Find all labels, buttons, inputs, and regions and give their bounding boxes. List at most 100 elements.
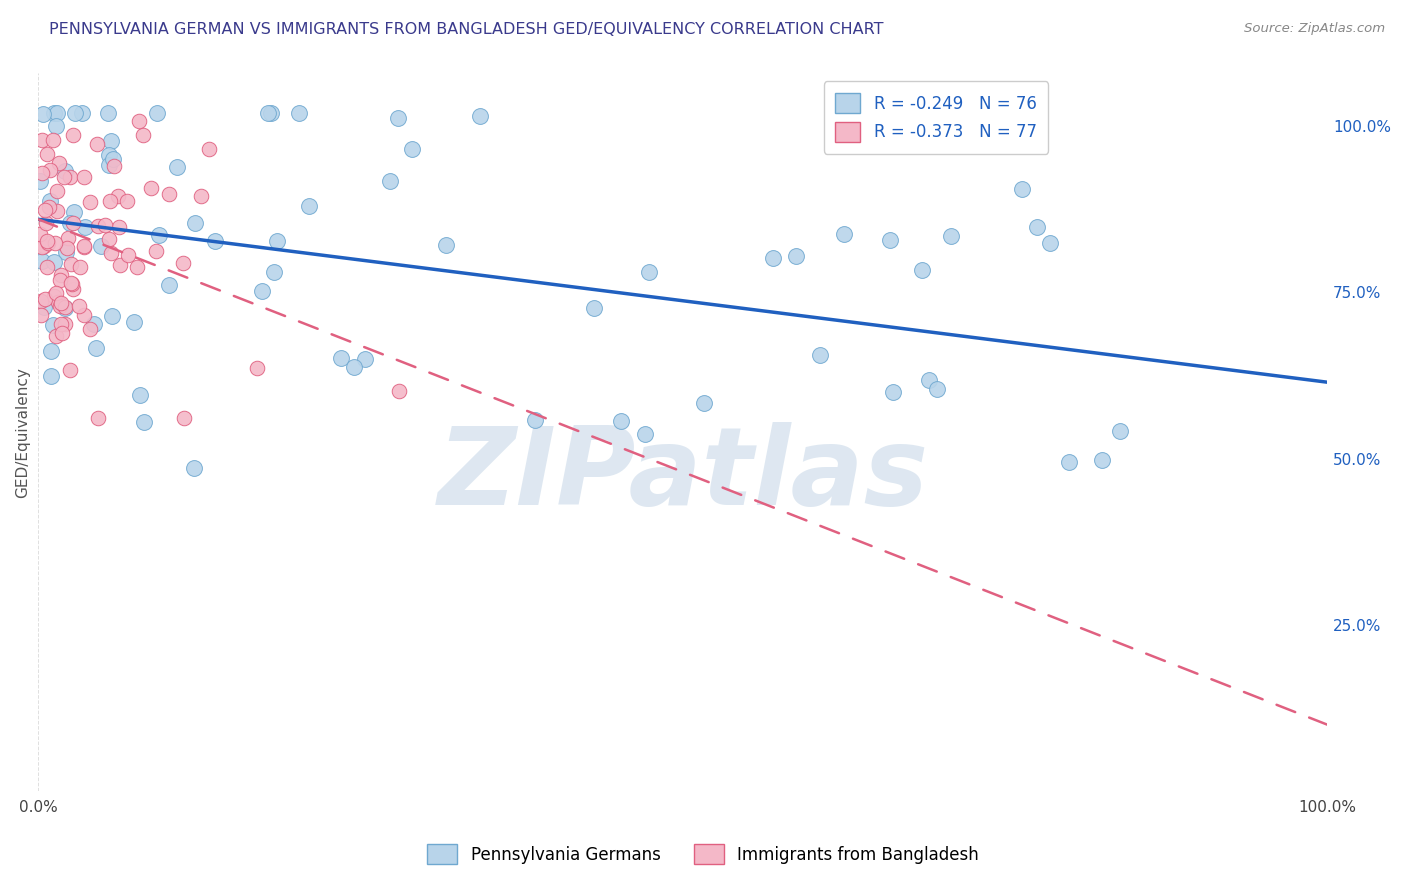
- Point: [762, 251, 785, 265]
- Point: [53, 301, 76, 315]
- Point: [1059, 455, 1081, 469]
- Point: [266, 234, 288, 248]
- Point: [832, 227, 855, 241]
- Point: [250, 285, 273, 299]
- Point: [41, 343, 63, 358]
- Point: [288, 106, 311, 120]
- Point: [45, 285, 67, 300]
- Point: [42, 106, 65, 120]
- Point: [55, 245, 77, 260]
- Point: [59, 362, 82, 376]
- Point: [148, 228, 170, 243]
- Point: [115, 194, 138, 208]
- Point: [198, 142, 221, 156]
- Point: [609, 414, 631, 428]
- Point: [42, 133, 65, 147]
- Point: [51, 326, 73, 340]
- Point: [34, 203, 56, 218]
- Point: [31, 133, 53, 147]
- Point: [45, 119, 67, 133]
- Point: [330, 351, 353, 365]
- Point: [785, 249, 807, 263]
- Point: [1039, 235, 1062, 250]
- Point: [72, 169, 94, 184]
- Point: [183, 460, 205, 475]
- Point: [128, 114, 150, 128]
- Point: [879, 233, 901, 247]
- Point: [28, 174, 51, 188]
- Point: [60, 257, 83, 271]
- Point: [343, 360, 366, 375]
- Point: [32, 239, 55, 253]
- Point: [925, 382, 948, 396]
- Point: [55, 241, 77, 255]
- Point: [98, 232, 121, 246]
- Point: [38, 163, 60, 178]
- Point: [83, 318, 105, 332]
- Point: [145, 244, 167, 258]
- Point: [693, 396, 716, 410]
- Point: [204, 234, 226, 248]
- Point: [98, 194, 121, 208]
- Text: Source: ZipAtlas.com: Source: ZipAtlas.com: [1244, 22, 1385, 36]
- Point: [45, 106, 67, 120]
- Point: [79, 195, 101, 210]
- Point: [939, 228, 962, 243]
- Point: [401, 142, 423, 156]
- Point: [298, 198, 321, 212]
- Point: [62, 283, 84, 297]
- Point: [70, 106, 93, 120]
- Point: [146, 106, 169, 120]
- Point: [87, 411, 110, 425]
- Point: [41, 368, 63, 383]
- Point: [53, 301, 76, 315]
- Point: [434, 238, 457, 252]
- Point: [132, 128, 155, 143]
- Point: [60, 276, 83, 290]
- Point: [257, 106, 280, 120]
- Point: [1026, 219, 1049, 234]
- Legend: Pennsylvania Germans, Immigrants from Bangladesh: Pennsylvania Germans, Immigrants from Ba…: [420, 838, 986, 871]
- Point: [34, 292, 56, 306]
- Point: [100, 309, 122, 323]
- Point: [122, 315, 145, 329]
- Point: [30, 294, 52, 309]
- Legend: R = -0.249   N = 76, R = -0.373   N = 77: R = -0.249 N = 76, R = -0.373 N = 77: [824, 81, 1049, 153]
- Point: [117, 248, 139, 262]
- Point: [1090, 453, 1112, 467]
- Point: [132, 415, 155, 429]
- Point: [1011, 182, 1033, 196]
- Point: [246, 361, 269, 376]
- Point: [51, 317, 73, 331]
- Point: [44, 289, 66, 303]
- Point: [97, 106, 120, 120]
- Point: [52, 169, 75, 184]
- Point: [59, 216, 82, 230]
- Point: [582, 301, 605, 315]
- Point: [42, 254, 65, 268]
- Point: [101, 152, 124, 166]
- Point: [84, 341, 107, 355]
- Point: [166, 160, 188, 174]
- Text: PENNSYLVANIA GERMAN VS IMMIGRANTS FROM BANGLADESH GED/EQUIVALENCY CORRELATION CH: PENNSYLVANIA GERMAN VS IMMIGRANTS FROM B…: [49, 22, 884, 37]
- Point: [94, 218, 117, 232]
- Point: [48, 295, 70, 310]
- Point: [100, 246, 122, 260]
- Point: [263, 265, 285, 279]
- Point: [108, 219, 131, 234]
- Point: [157, 277, 180, 292]
- Point: [97, 148, 120, 162]
- Point: [260, 106, 283, 120]
- Point: [100, 134, 122, 148]
- Point: [53, 317, 76, 331]
- Point: [62, 216, 84, 230]
- Point: [37, 236, 59, 251]
- Point: [53, 164, 76, 178]
- Point: [129, 388, 152, 402]
- Point: [173, 411, 195, 425]
- Point: [31, 166, 53, 180]
- Point: [90, 239, 112, 253]
- Point: [35, 216, 58, 230]
- Point: [67, 299, 90, 313]
- Point: [638, 265, 661, 279]
